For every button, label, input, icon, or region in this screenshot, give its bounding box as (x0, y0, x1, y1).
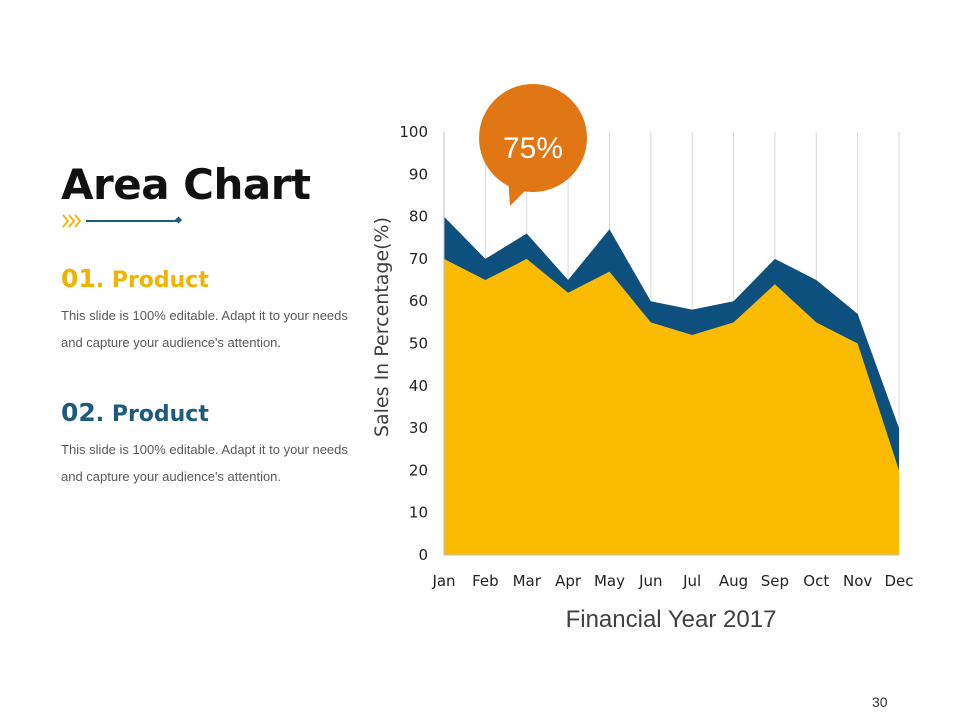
product-heading-2: 02. Product (61, 398, 351, 427)
x-tick-labels: Jan Feb Mar Apr May Jun Jul Aug Sep Oct Nov Dec (431, 572, 913, 590)
slide-title: Area Chart (61, 160, 311, 209)
callout-bubble (479, 84, 587, 192)
product-block-2: 02. Product This slide is 100% editable.… (61, 398, 351, 490)
x-axis-title: Financial Year 2017 (566, 606, 777, 633)
y-tick-label: 90 (409, 165, 428, 183)
product-number-1: 01 (61, 264, 96, 293)
y-tick-label: 20 (409, 461, 428, 479)
y-tick-label: 70 (409, 250, 428, 268)
title-divider (62, 214, 183, 228)
y-tick-label: 40 (409, 377, 428, 395)
y-axis-title: Sales In Percentage(%) (371, 217, 393, 437)
y-tick-label: 80 (409, 208, 428, 226)
x-tick-label: Jan (431, 572, 455, 590)
product-description-2: This slide is 100% editable. Adapt it to… (61, 442, 348, 484)
x-tick-label: Feb (472, 572, 499, 590)
x-tick-label: Aug (719, 572, 748, 590)
callout-label: 75% (503, 132, 563, 165)
x-tick-label: Nov (843, 572, 872, 590)
x-tick-label: Jul (682, 572, 701, 590)
x-tick-label: Oct (803, 572, 829, 590)
y-tick-label: 100 (399, 123, 428, 141)
percentage-callout: 75% (479, 84, 587, 206)
x-tick-label: Sep (761, 572, 789, 590)
x-tick-label: Dec (884, 572, 913, 590)
y-tick-label: 0 (418, 546, 428, 564)
product-name-1: . Product (95, 268, 209, 293)
product-block-1: 01. Product This slide is 100% editable.… (61, 264, 351, 356)
y-tick-labels: 0 10 20 30 40 50 60 70 80 90 100 (399, 123, 428, 564)
x-tick-label: Jun (638, 572, 662, 590)
y-tick-label: 50 (409, 335, 428, 353)
y-tick-label: 60 (409, 292, 428, 310)
y-tick-label: 30 (409, 419, 428, 437)
product-description-1: This slide is 100% editable. Adapt it to… (61, 308, 348, 350)
x-tick-label: Mar (513, 572, 542, 590)
x-tick-label: May (594, 572, 625, 590)
product-name-2: . Product (95, 402, 209, 427)
chevron-double-icon (62, 214, 82, 228)
area-series-2 (444, 258, 899, 555)
divider-end-diamond (174, 216, 183, 224)
product-number-2: 02 (61, 398, 96, 427)
y-tick-label: 10 (409, 504, 428, 522)
page-number: 30 (872, 694, 888, 710)
product-heading-1: 01. Product (61, 264, 351, 293)
x-tick-label: Apr (555, 572, 582, 590)
